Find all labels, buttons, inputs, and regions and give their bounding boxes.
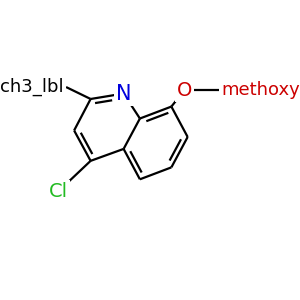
Text: ch3_lbl: ch3_lbl <box>0 78 64 96</box>
Text: Cl: Cl <box>49 182 68 201</box>
Text: O: O <box>177 81 192 100</box>
Text: N: N <box>116 84 131 103</box>
Text: methoxy: methoxy <box>221 81 300 99</box>
